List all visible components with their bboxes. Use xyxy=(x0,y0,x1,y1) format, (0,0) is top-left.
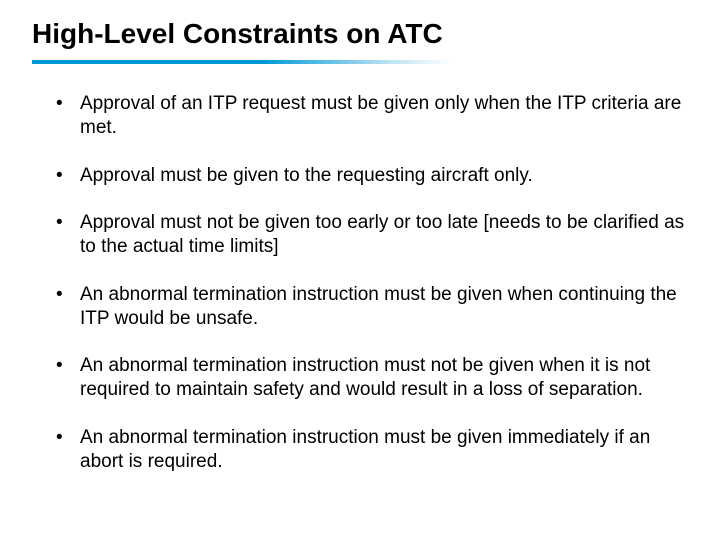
list-item: An abnormal termination instruction must… xyxy=(56,426,688,474)
title-underline xyxy=(32,60,452,64)
bullet-list: Approval of an ITP request must be given… xyxy=(32,92,688,473)
list-item: An abnormal termination instruction must… xyxy=(56,283,688,331)
list-item: Approval of an ITP request must be given… xyxy=(56,92,688,140)
list-item: Approval must not be given too early or … xyxy=(56,211,688,259)
list-item: Approval must be given to the requesting… xyxy=(56,164,688,188)
list-item: An abnormal termination instruction must… xyxy=(56,354,688,402)
slide-title: High-Level Constraints on ATC xyxy=(32,18,688,50)
slide: High-Level Constraints on ATC Approval o… xyxy=(0,0,720,540)
